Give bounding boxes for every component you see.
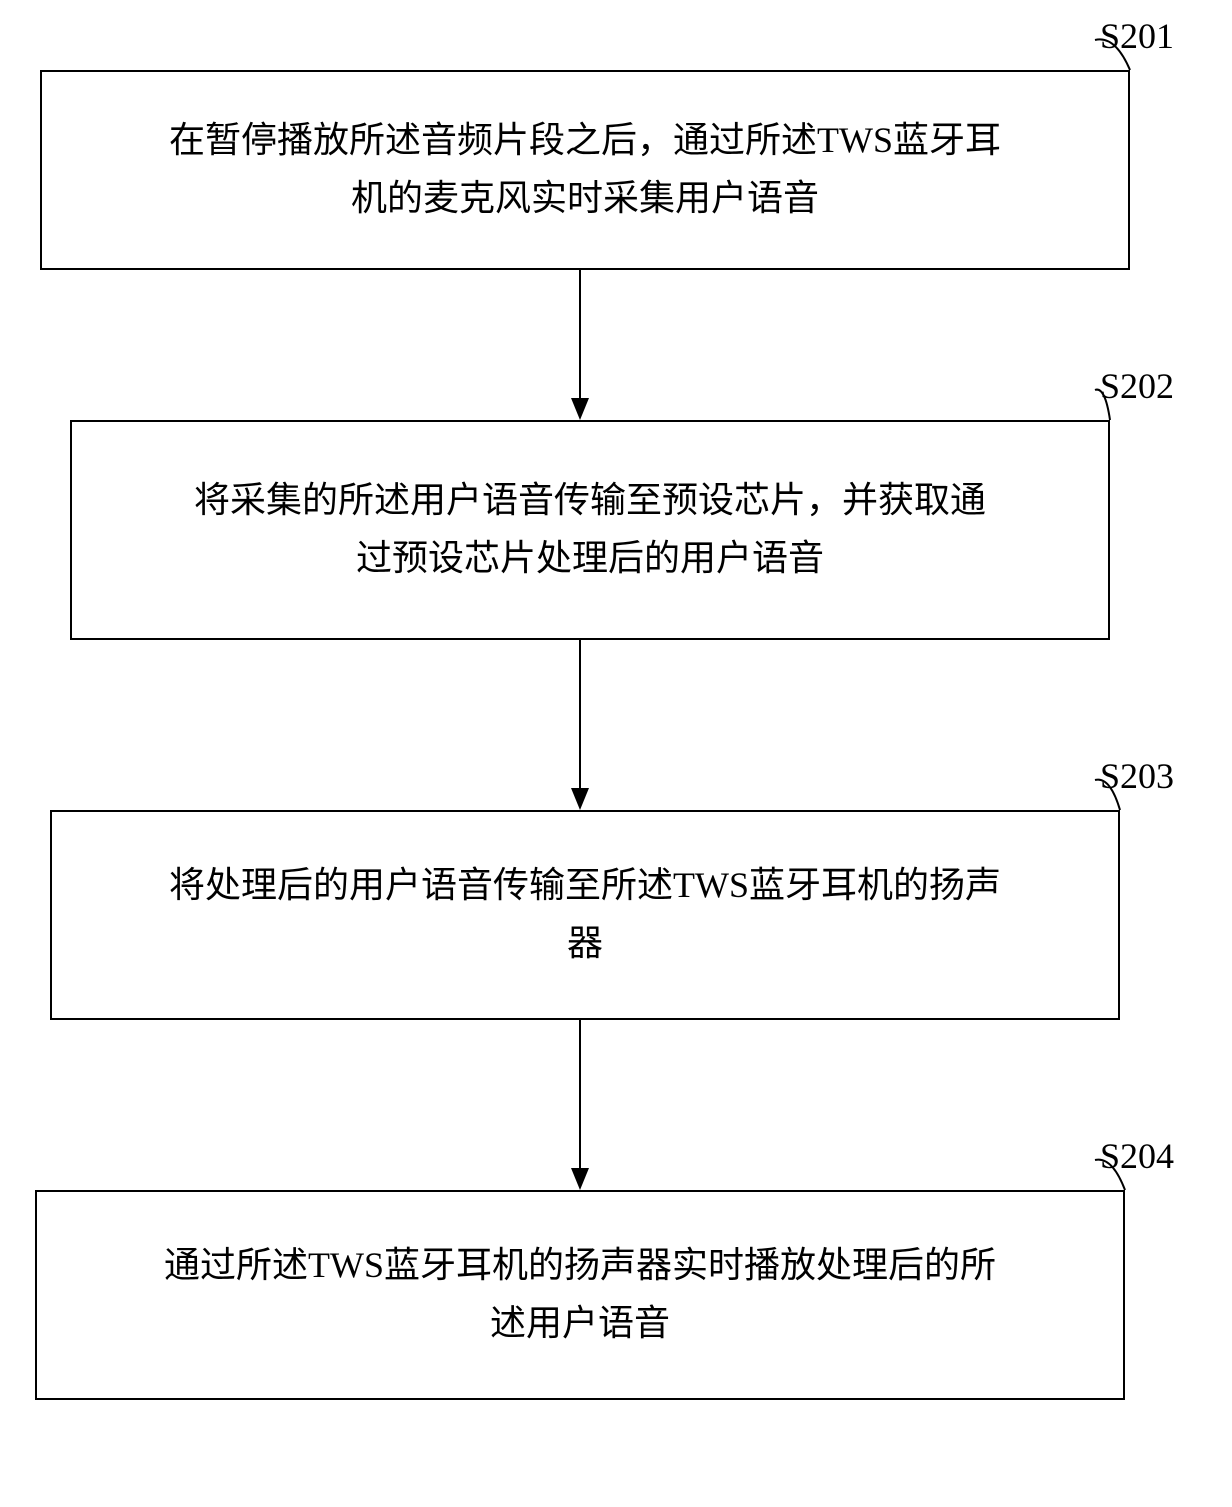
step-box-s201: 在暂停播放所述音频片段之后，通过所述TWS蓝牙耳机的麦克风实时采集用户语音 [40, 70, 1130, 270]
step-text-s203: 将处理后的用户语音传输至所述TWS蓝牙耳机的扬声器 [169, 857, 1001, 972]
arrow-2 [571, 640, 589, 810]
step-box-s203: 将处理后的用户语音传输至所述TWS蓝牙耳机的扬声器 [50, 810, 1120, 1020]
step-box-s204: 通过所述TWS蓝牙耳机的扬声器实时播放处理后的所述用户语音 [35, 1190, 1125, 1400]
flowchart-container: 在暂停播放所述音频片段之后，通过所述TWS蓝牙耳机的麦克风实时采集用户语音 S2… [0, 0, 1232, 1507]
step-label-s204: S204 [1100, 1135, 1174, 1177]
step-label-s202: S202 [1100, 365, 1174, 407]
step-text-s202: 将采集的所述用户语音传输至预设芯片，并获取通过预设芯片处理后的用户语音 [194, 472, 986, 587]
arrow-1 [571, 270, 589, 420]
step-box-s202: 将采集的所述用户语音传输至预设芯片，并获取通过预设芯片处理后的用户语音 [70, 420, 1110, 640]
step-text-s204: 通过所述TWS蓝牙耳机的扬声器实时播放处理后的所述用户语音 [164, 1237, 996, 1352]
step-label-s203: S203 [1100, 755, 1174, 797]
step-label-s201: S201 [1100, 15, 1174, 57]
step-text-s201: 在暂停播放所述音频片段之后，通过所述TWS蓝牙耳机的麦克风实时采集用户语音 [169, 112, 1001, 227]
arrow-3 [571, 1020, 589, 1190]
